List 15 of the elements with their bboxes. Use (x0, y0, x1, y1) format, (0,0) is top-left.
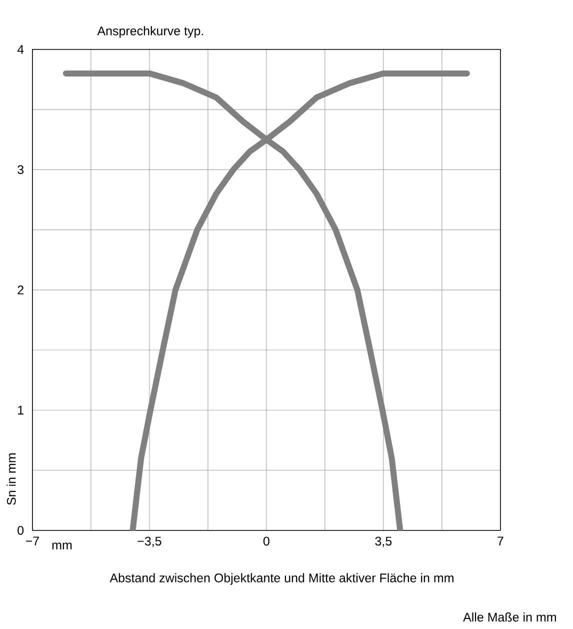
y-tick-label: 4 (17, 45, 24, 54)
x-tick-label: 7 (498, 536, 504, 546)
y-axis-title: Sn in mm (6, 453, 16, 505)
x-tick-label: −3,5 (138, 536, 162, 548)
y-tick-label: 0 (18, 526, 24, 535)
x-tick-label: 3,5 (375, 536, 392, 548)
x-tick-label: 0 (263, 536, 270, 546)
y-tick-label: 3 (18, 165, 24, 174)
y-tick-label: 2 (18, 286, 24, 294)
x-axis-title: Abstand zwischen Objektkante und Mitte aktiver Fläche in mm (110, 573, 454, 585)
x-tick-label: −7 (26, 536, 39, 546)
chart-title: Ansprechkurve typ. (97, 26, 204, 38)
text: mm (52, 542, 72, 550)
text: Alle Maße in mm (463, 612, 556, 622)
y-tick-label: 1 (18, 406, 24, 414)
